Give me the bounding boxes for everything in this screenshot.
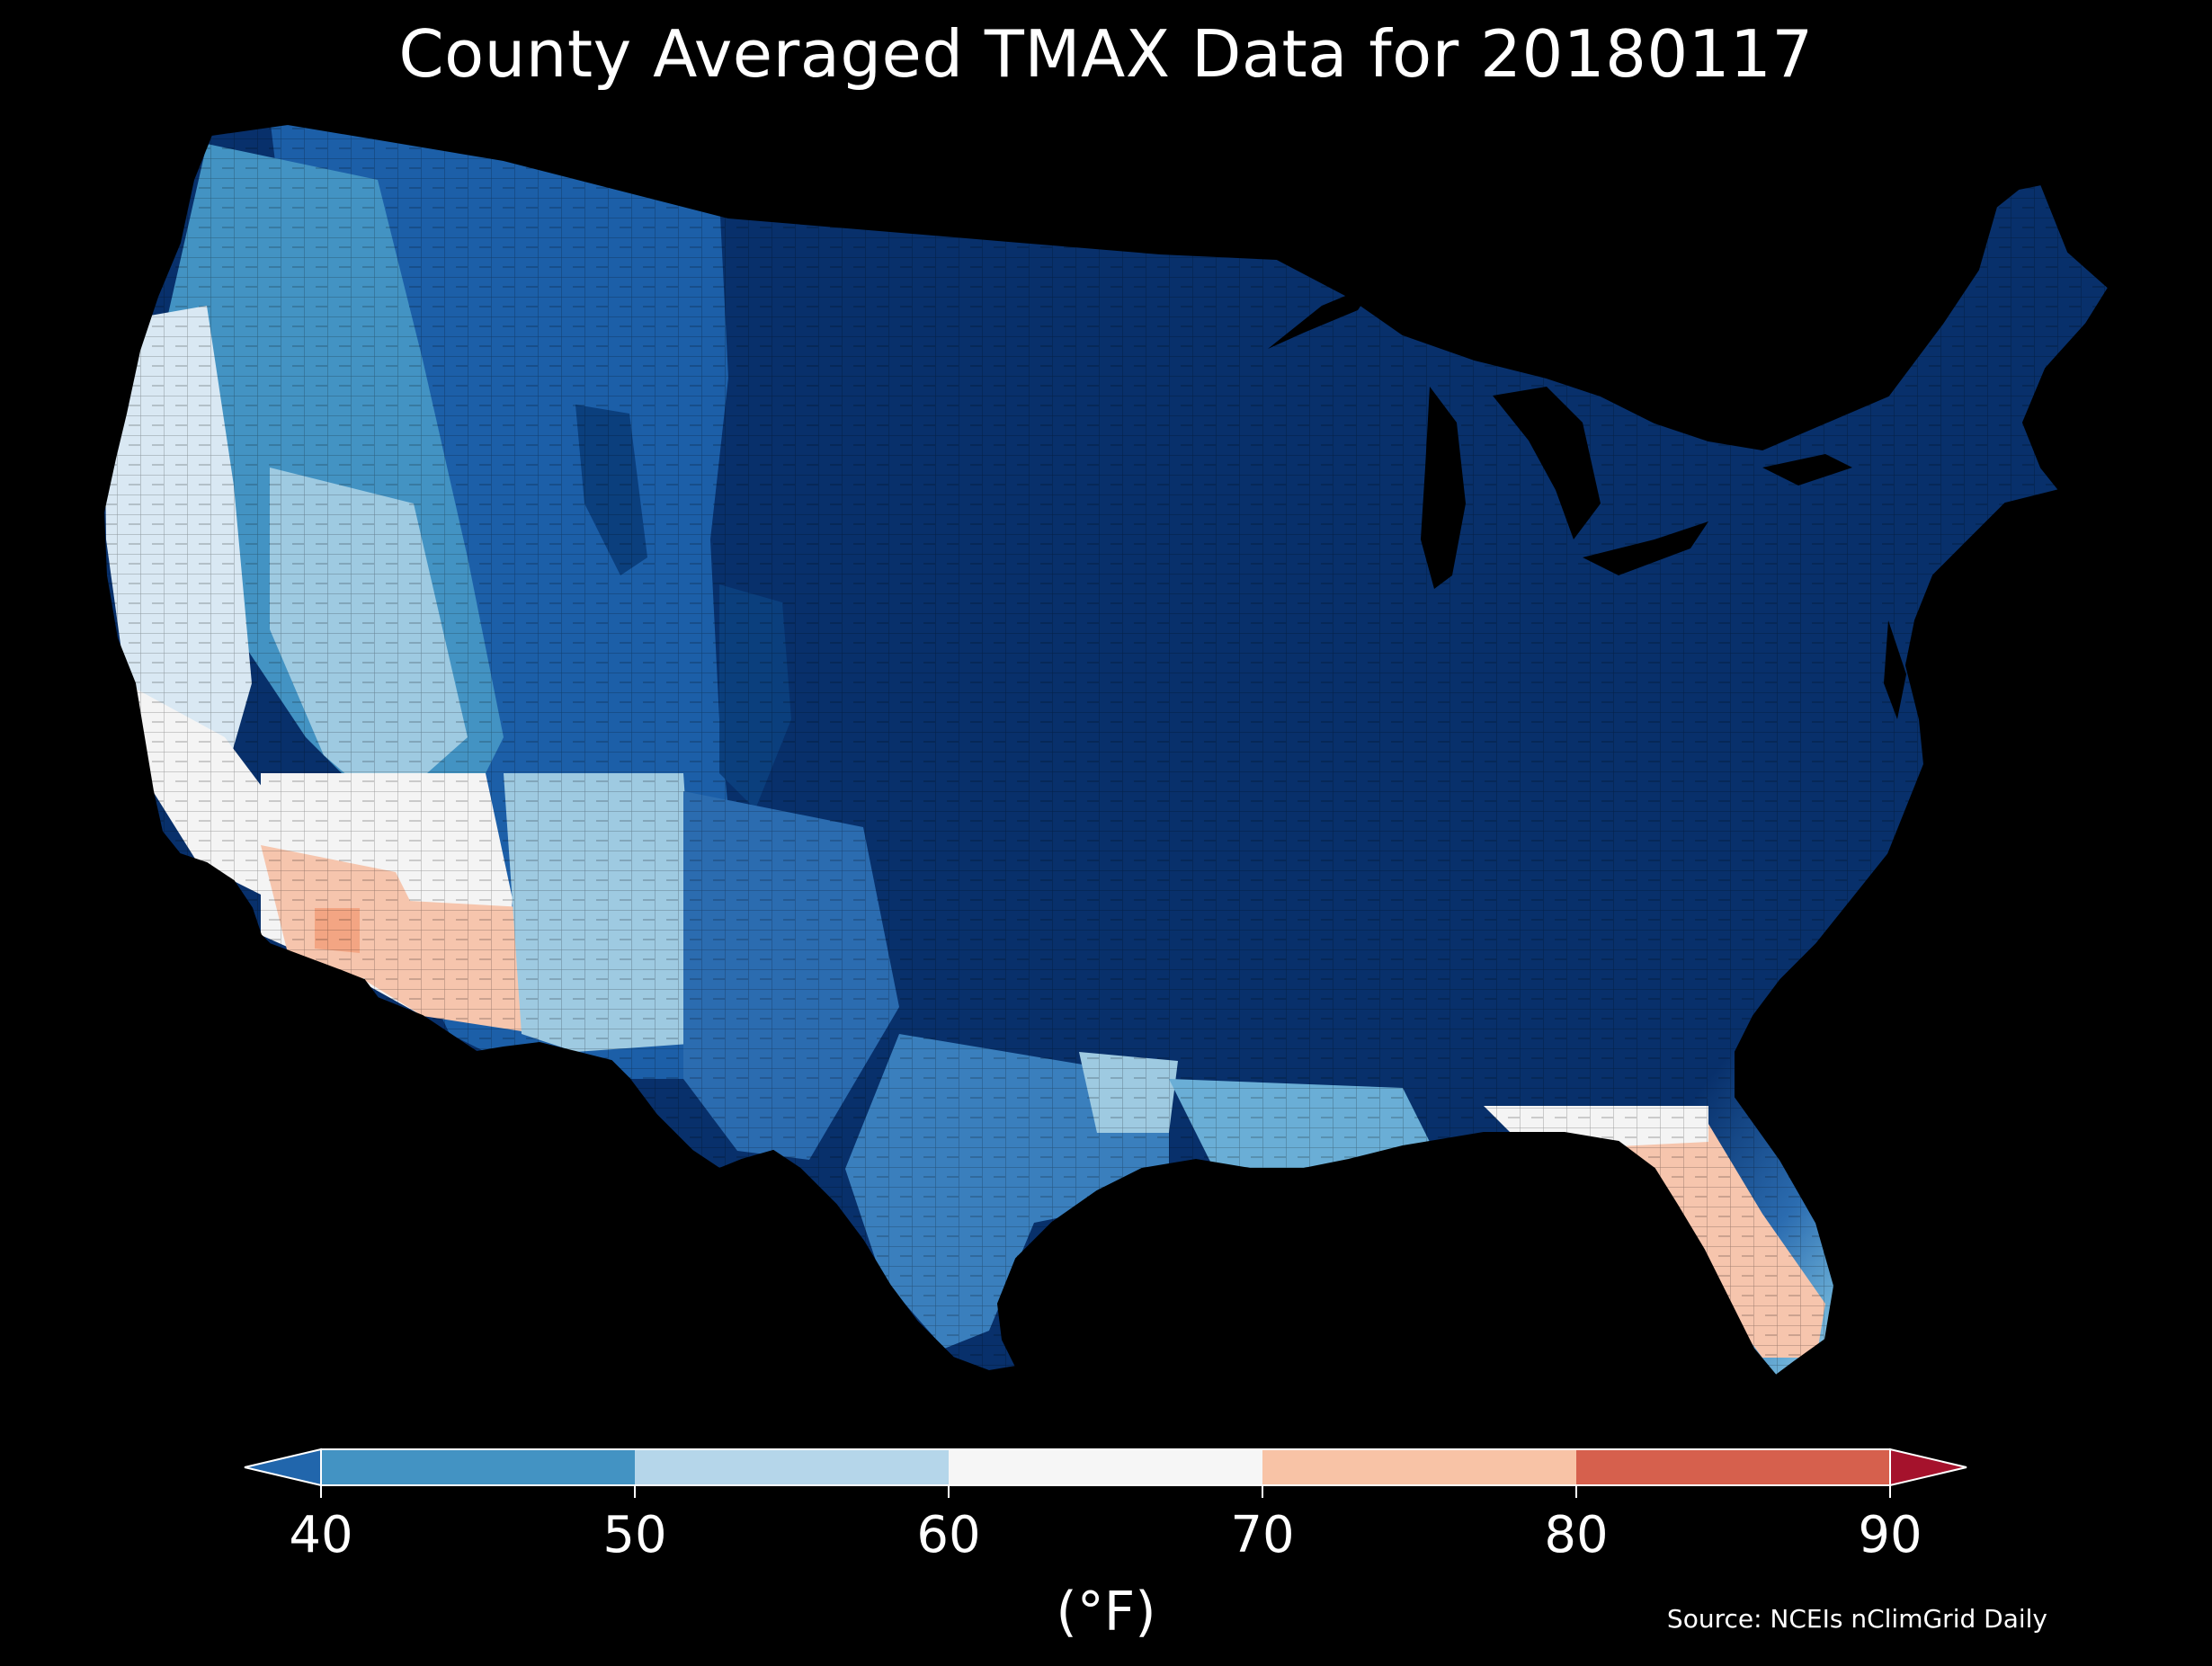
- colorbar-bin-2: [949, 1449, 1262, 1485]
- colorbar-tick-label: 70: [1230, 1506, 1295, 1564]
- colorbar-bin-4: [1576, 1449, 1890, 1485]
- colorbar-unit-label: (°F): [1056, 1581, 1156, 1644]
- source-credit: Source: NCEIs nClimGrid Daily: [1666, 1604, 2047, 1634]
- colorbar-tick-label: 40: [289, 1506, 353, 1564]
- colorbar: [244, 1448, 1967, 1498]
- colorbar-frame: [320, 1448, 1891, 1486]
- colorbar-under-arrow: [244, 1448, 322, 1487]
- colorbar-tick-label: 90: [1858, 1506, 1922, 1564]
- colorbar-bin-3: [1262, 1449, 1576, 1485]
- colorbar-tick-label: 50: [602, 1506, 667, 1564]
- colorbar-over-arrow: [1889, 1448, 1967, 1487]
- colorbar-bin-1: [635, 1449, 949, 1485]
- colorbar-tick-label: 80: [1544, 1506, 1609, 1564]
- colorbar-bin-0: [321, 1449, 635, 1485]
- map-title: County Averaged TMAX Data for 20180117: [398, 16, 1814, 92]
- colorbar-tick-label: 60: [916, 1506, 981, 1564]
- great-lakes: [1268, 283, 1906, 719]
